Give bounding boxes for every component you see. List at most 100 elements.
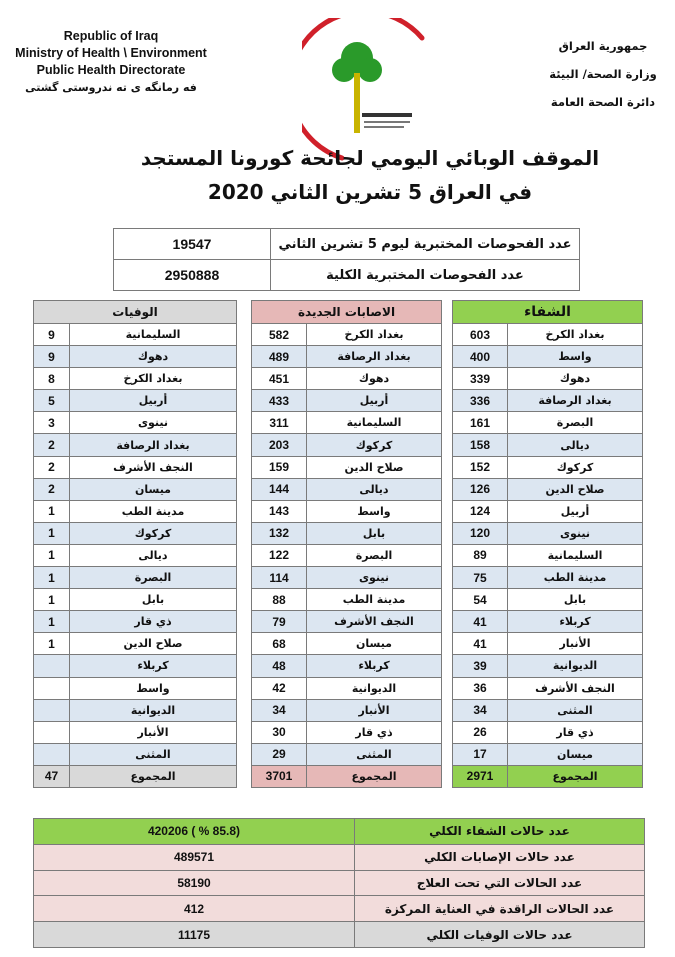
table-row: الأنبار 34 bbox=[251, 698, 442, 722]
province-name: البصرة bbox=[69, 566, 237, 590]
province-name: واسط bbox=[69, 676, 237, 700]
table-row: ذي قار 1 bbox=[33, 610, 237, 634]
summary-value: 489571 bbox=[33, 843, 355, 871]
count-value: 311 bbox=[251, 411, 307, 435]
count-value: 5 bbox=[33, 389, 70, 413]
table-row: كركوك 203 bbox=[251, 433, 442, 457]
province-name: واسط bbox=[306, 499, 442, 523]
province-name: ميسان bbox=[306, 632, 442, 656]
table-row: نينوى 120 bbox=[452, 521, 643, 545]
count-value: 9 bbox=[33, 322, 70, 347]
province-name: أربيل bbox=[507, 499, 643, 523]
total-row: المجموع 2971 bbox=[452, 764, 643, 788]
province-name: الأنبار bbox=[507, 632, 643, 656]
table-row: ديالى 1 bbox=[33, 543, 237, 568]
province-name: المثنى bbox=[69, 742, 237, 766]
table-row: صلاح الدين 159 bbox=[251, 455, 442, 479]
province-name: البصرة bbox=[306, 543, 442, 568]
count-value: 120 bbox=[452, 521, 508, 545]
total-row: المجموع 3701 bbox=[251, 764, 442, 788]
summary-label: عدد الحالات الراقدة في العناية المركزة bbox=[354, 895, 645, 923]
province-name: دهوك bbox=[69, 345, 237, 369]
count-value: 8 bbox=[33, 367, 70, 391]
province-name: الديوانية bbox=[507, 654, 643, 678]
count-value: 88 bbox=[251, 588, 307, 612]
table-row: ديالى 144 bbox=[251, 477, 442, 501]
total-value: 2971 bbox=[452, 764, 508, 788]
table-row: ميسان 17 bbox=[452, 742, 643, 766]
count-value: 2 bbox=[33, 433, 70, 457]
table-row: بابل 1 bbox=[33, 588, 237, 612]
province-name: بغداد الرصافة bbox=[306, 345, 442, 369]
count-value: 1 bbox=[33, 632, 70, 656]
summary-value: 412 bbox=[33, 895, 355, 923]
count-value: 75 bbox=[452, 566, 508, 590]
table-row: السليمانية 9 bbox=[33, 322, 237, 347]
table-row: الديوانية 42 bbox=[251, 676, 442, 700]
province-name: كركوك bbox=[306, 433, 442, 457]
province-name: الأنبار bbox=[306, 698, 442, 722]
tests-row: عدد الفحوصات المختبرية ليوم 5 تشرين الثا… bbox=[113, 228, 580, 260]
count-value: 41 bbox=[452, 610, 508, 634]
table-row: البصرة 122 bbox=[251, 543, 442, 568]
province-name: بغداد الكرخ bbox=[306, 322, 442, 347]
summary-label: عدد الحالات التي تحت العلاج bbox=[354, 869, 645, 897]
letterhead-line: فه رمانگه ی ته ندروستی گشتی bbox=[25, 81, 197, 94]
table-row: الأنبار 41 bbox=[452, 632, 643, 656]
province-name: السليمانية bbox=[306, 411, 442, 435]
table-row: واسط bbox=[33, 676, 237, 700]
table-row: المثنى 29 bbox=[251, 742, 442, 766]
province-name: بغداد الكرخ bbox=[69, 367, 237, 391]
table-row: دهوك 451 bbox=[251, 367, 442, 391]
count-value: 1 bbox=[33, 566, 70, 590]
count-value: 336 bbox=[452, 389, 508, 413]
table-row: كربلاء 41 bbox=[452, 610, 643, 634]
recoveries-table: الشفاء بغداد الكرخ 603 واسط 400 دهوك 339 بغداد … bbox=[452, 300, 643, 788]
table-row: النجف الأشرف 36 bbox=[452, 676, 643, 700]
province-name: النجف الأشرف bbox=[306, 610, 442, 634]
count-value: 161 bbox=[452, 411, 508, 435]
count-value: 41 bbox=[452, 632, 508, 656]
count-value: 158 bbox=[452, 433, 508, 457]
count-value: 203 bbox=[251, 433, 307, 457]
total-label: المجموع bbox=[306, 764, 442, 788]
count-value: 1 bbox=[33, 543, 70, 568]
deaths-table: الوفيات السليمانية 9 دهوك 9 بغداد الكرخ 8 أربيل… bbox=[33, 300, 237, 788]
summary-label: عدد حالات الشفاء الكلي bbox=[354, 818, 645, 845]
table-row: ذي قار 30 bbox=[251, 720, 442, 744]
province-name: الديوانية bbox=[306, 676, 442, 700]
table-row: واسط 143 bbox=[251, 499, 442, 523]
count-value: 132 bbox=[251, 521, 307, 545]
count-value: 9 bbox=[33, 345, 70, 369]
province-name: كركوك bbox=[69, 521, 237, 545]
ministry-logo bbox=[302, 18, 425, 161]
province-name: واسط bbox=[507, 345, 643, 369]
province-name: كربلاء bbox=[507, 610, 643, 634]
count-value: 339 bbox=[452, 367, 508, 391]
summary-row: عدد حالات الإصابات الكلي 489571 bbox=[33, 843, 645, 871]
table-header: الوفيات bbox=[33, 300, 237, 324]
table-row: بغداد الكرخ 8 bbox=[33, 367, 237, 391]
count-value: 144 bbox=[251, 477, 307, 501]
province-name: السليمانية bbox=[69, 322, 237, 347]
province-name: نينوى bbox=[507, 521, 643, 545]
total-value: 3701 bbox=[251, 764, 307, 788]
table-row: السليمانية 89 bbox=[452, 543, 643, 568]
table-row: بغداد الرصافة 336 bbox=[452, 389, 643, 413]
count-value: 48 bbox=[251, 654, 307, 678]
count-value: 1 bbox=[33, 521, 70, 545]
count-value: 582 bbox=[251, 322, 307, 347]
summary-value: 58190 bbox=[33, 869, 355, 897]
count-value: 122 bbox=[251, 543, 307, 568]
count-value: 143 bbox=[251, 499, 307, 523]
province-name: مدينة الطب bbox=[507, 566, 643, 590]
province-name: كربلاء bbox=[306, 654, 442, 678]
table-row: أربيل 433 bbox=[251, 389, 442, 413]
province-name: مدينة الطب bbox=[306, 588, 442, 612]
total-value: 47 bbox=[33, 764, 70, 788]
table-row: ذي قار 26 bbox=[452, 720, 643, 744]
tests-value: 19547 bbox=[113, 228, 271, 260]
province-name: نينوى bbox=[69, 411, 237, 435]
table-row: البصرة 1 bbox=[33, 566, 237, 590]
table-row: بابل 132 bbox=[251, 521, 442, 545]
